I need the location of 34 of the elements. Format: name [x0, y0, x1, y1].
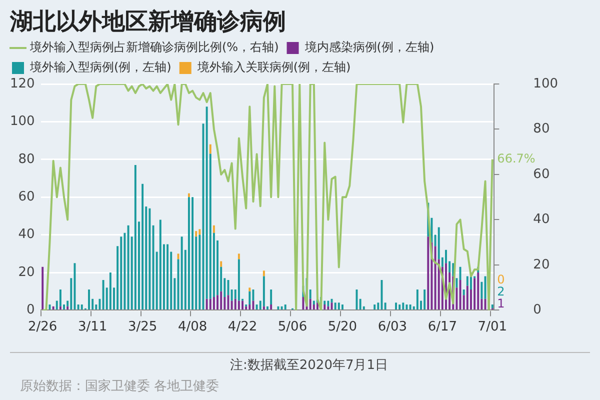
y2-tick-label: 0: [533, 302, 542, 318]
x-tick-label: 3/25: [128, 319, 158, 334]
y2-tick-label: 60: [533, 166, 550, 182]
y-tick-label: 120: [10, 76, 35, 92]
legend-label: 境外输入型病例占新增确诊病例比例(%，右轴): [29, 40, 279, 54]
y-tick-label: 60: [18, 189, 35, 204]
y-tick-label: 40: [18, 227, 35, 242]
y-tick-label: 80: [18, 152, 35, 167]
data-label: 0: [497, 272, 505, 286]
x-tick-label: 4/22: [228, 319, 258, 334]
x-tick-label: 6/17: [428, 319, 458, 334]
x-tick-label: 5/06: [278, 319, 308, 334]
data-label: 66.7%: [497, 151, 536, 166]
y2-tick-label: 80: [533, 122, 550, 137]
legend-label: 境外输入关联病例(例，左轴): [196, 60, 351, 74]
y-tick-label: 20: [18, 264, 35, 280]
y-tick-label: 0: [26, 302, 35, 318]
y-tick-label: 100: [10, 114, 35, 130]
x-tick-label: 7/01: [478, 319, 508, 334]
x-tick-label: 4/08: [178, 319, 208, 334]
x-tick-label: 6/03: [378, 319, 408, 334]
legend-label: 境内感染病例(例，左轴): [304, 40, 434, 54]
data-label: 2: [497, 284, 505, 298]
text: 原始数据：国家卫健委 各地卫健委: [19, 378, 220, 395]
chart-title: 湖北以外地区新增确诊病例: [8, 8, 287, 35]
data-label: 1: [497, 296, 505, 310]
x-tick-label: 3/11: [78, 319, 108, 334]
y2-tick-label: 100: [533, 76, 558, 92]
x-tick-label: 5/20: [328, 319, 358, 334]
legend-label: 境外输入型病例(例，左轴): [29, 60, 172, 74]
y2-tick-label: 40: [533, 212, 550, 228]
text: 注:数据截至2020年7月1日: [229, 357, 390, 374]
y2-tick-label: 20: [533, 257, 550, 272]
x-tick-label: 2/26: [28, 319, 58, 334]
